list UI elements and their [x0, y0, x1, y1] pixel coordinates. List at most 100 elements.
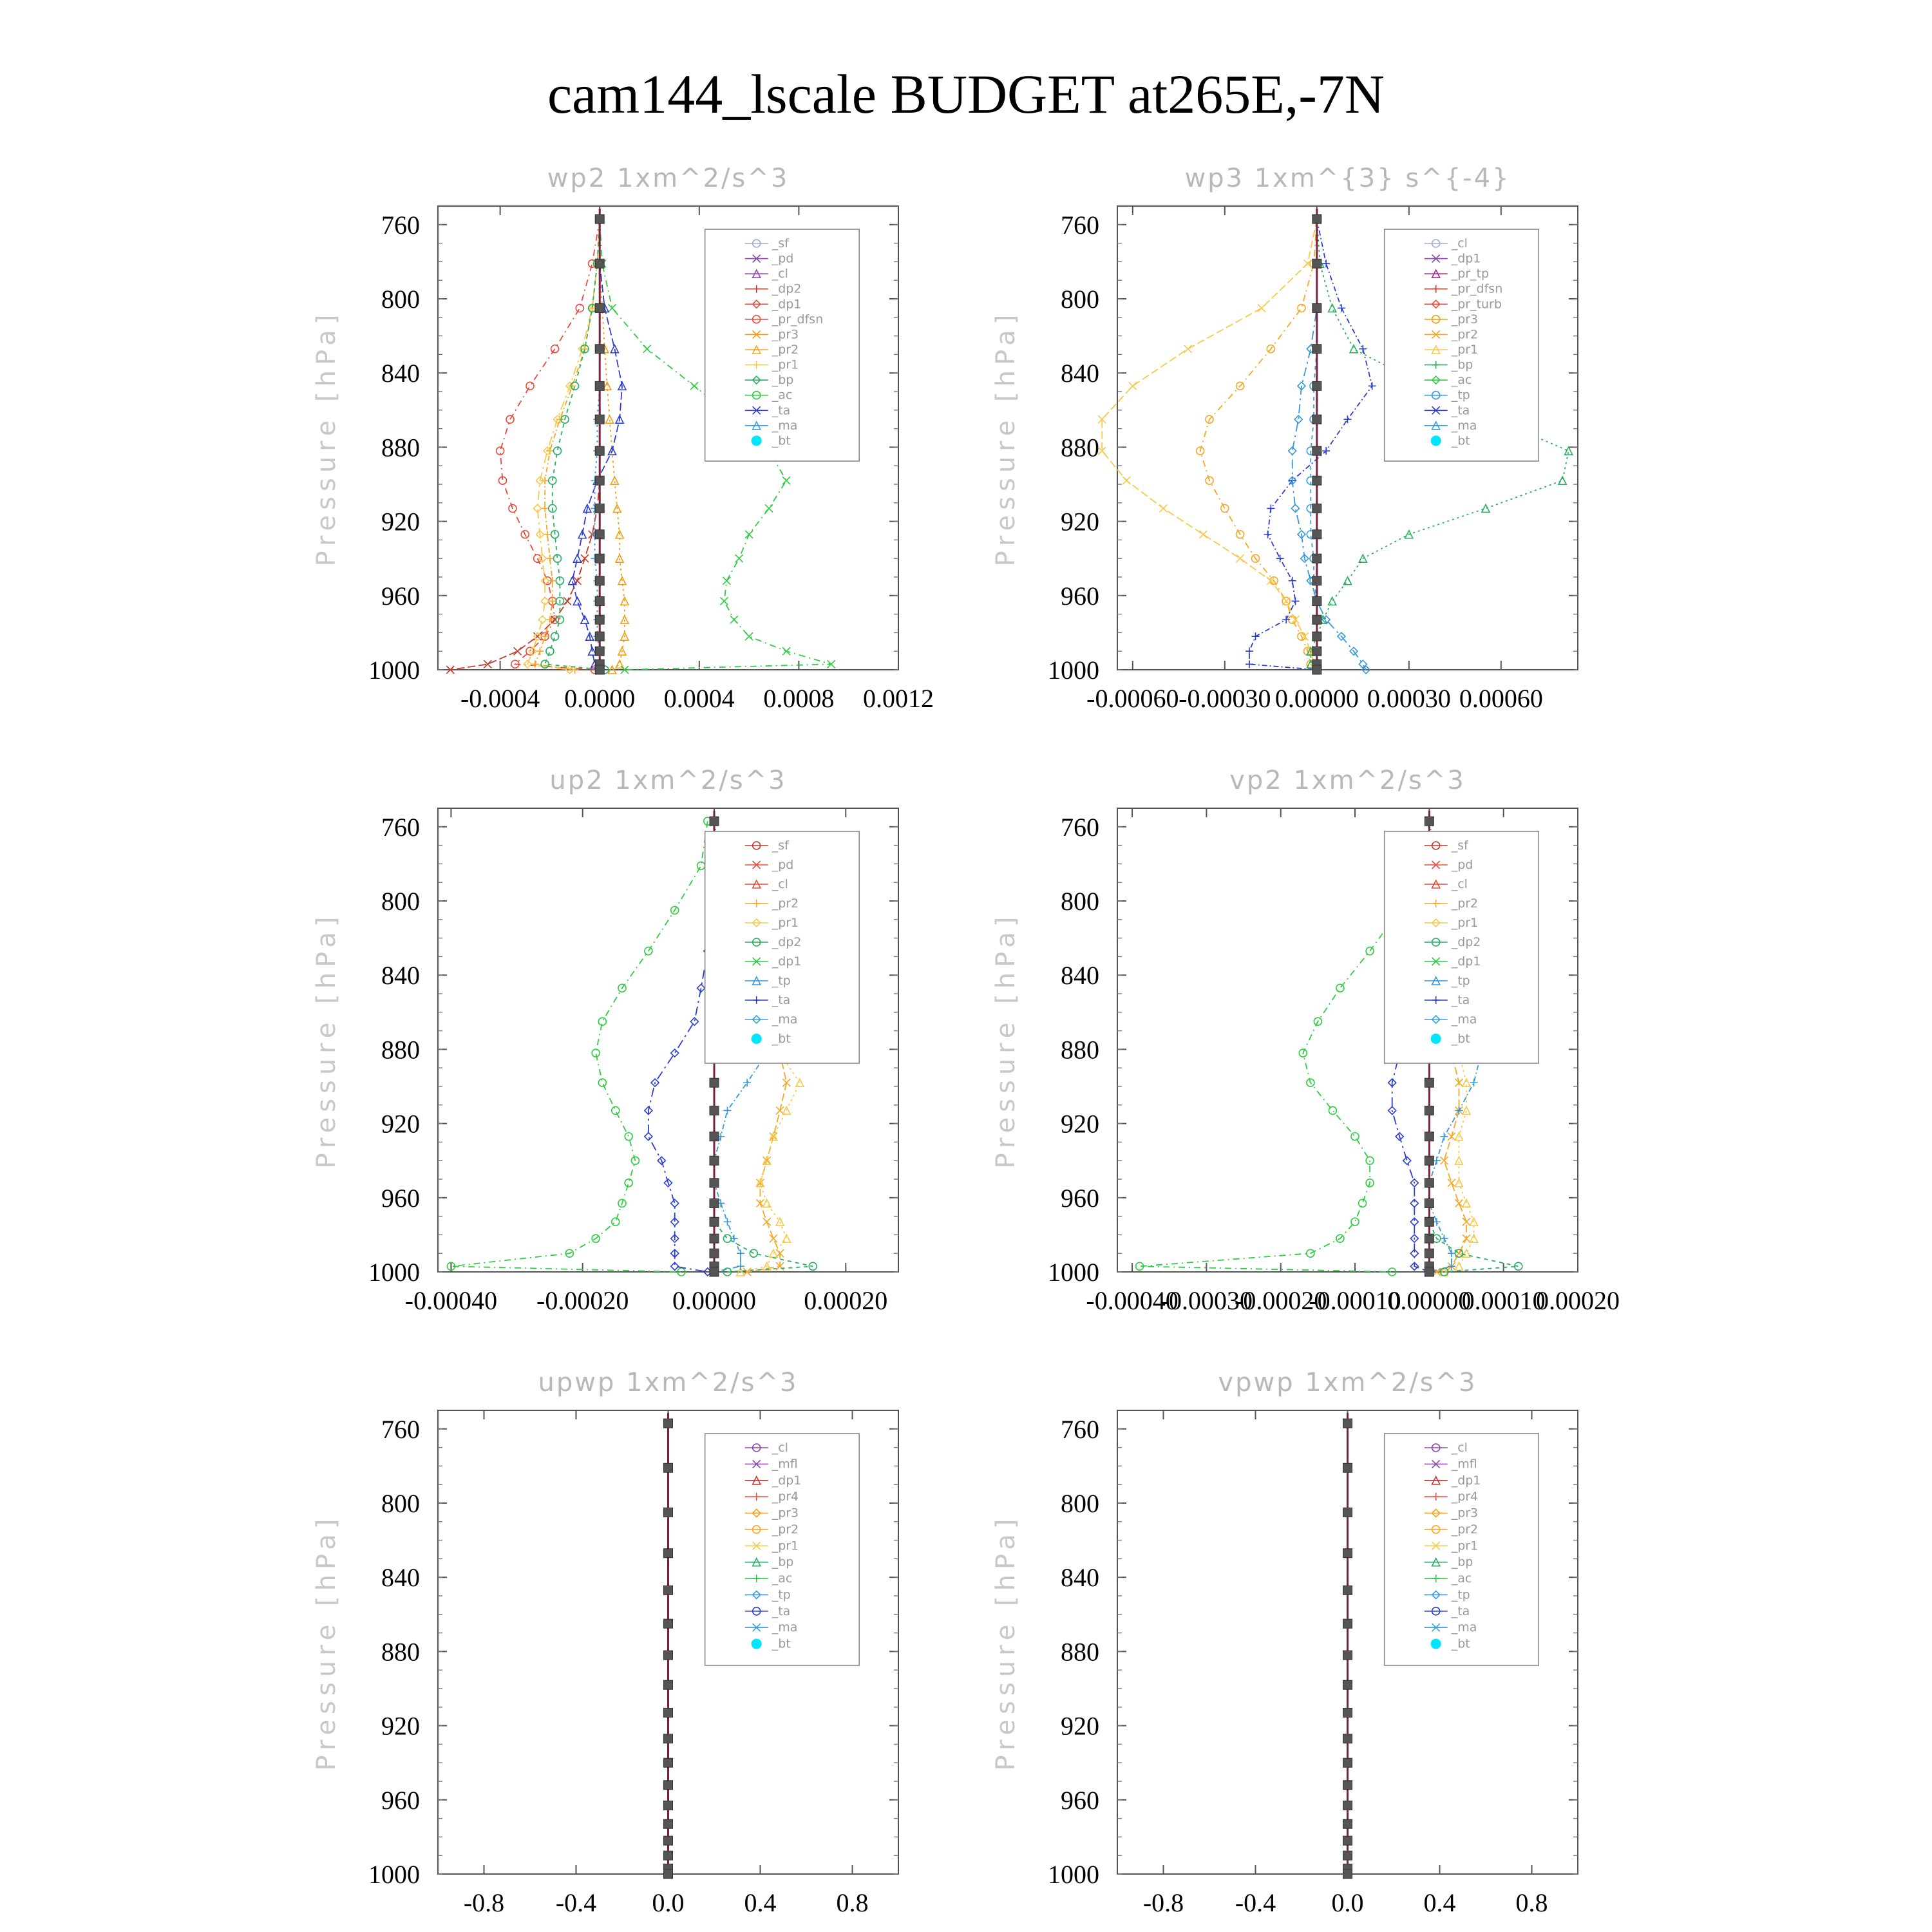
legend-marker — [1431, 879, 1441, 889]
legend-entry: _mfl — [1424, 1457, 1477, 1471]
bt-point — [1343, 1585, 1352, 1595]
legend-entry: _ac — [1424, 373, 1472, 387]
legend-marker — [752, 900, 761, 907]
data-point — [769, 1234, 778, 1243]
data-point — [1220, 504, 1229, 513]
data-point — [1266, 344, 1276, 354]
bt-point — [1424, 1155, 1434, 1166]
legend-label: _ac — [772, 1571, 793, 1586]
legend-label: _pr2 — [1451, 327, 1478, 341]
legend-marker — [752, 345, 761, 354]
data-point — [755, 1177, 765, 1188]
legend-marker — [1431, 1508, 1441, 1518]
legend-entry: _pd — [1424, 858, 1473, 872]
x-tick-label: -0.0004 — [460, 684, 540, 713]
legend: _sf_pd_cl_dp2_dp1_pr_dfsn_pr3 _pr2_pr1_bp… — [704, 229, 860, 462]
data-point — [1251, 554, 1260, 564]
data-point — [1306, 1078, 1315, 1088]
bt-point — [709, 1077, 719, 1088]
data-point — [1395, 1132, 1405, 1141]
y-tick-label: 960 — [381, 1184, 420, 1213]
legend-label: _ma — [772, 1620, 798, 1634]
bt-point — [663, 1780, 673, 1790]
data-point — [735, 554, 744, 563]
series-bt — [663, 1413, 673, 1879]
figure-title: cam144_lscale BUDGET at265E,-7N — [547, 63, 1385, 125]
bt-point — [709, 816, 719, 826]
data-point — [541, 477, 549, 485]
data-point — [722, 576, 731, 585]
data-point — [719, 596, 729, 606]
data-point — [617, 575, 627, 585]
bt-point — [594, 665, 605, 675]
data-point — [585, 631, 595, 641]
legend-marker — [752, 918, 761, 928]
data-point — [527, 647, 537, 656]
data-point — [620, 596, 630, 606]
bt-point — [1343, 1650, 1352, 1660]
bt-point — [594, 646, 605, 656]
legend-marker — [752, 1590, 761, 1600]
legend-marker — [752, 1607, 761, 1616]
bt-point — [1343, 1850, 1352, 1861]
legend: _sf _pd _cl _pr2 _pr1 _dp2 _dp1 _tp _ta _ma _bt — [704, 831, 860, 1064]
bt-point — [663, 1850, 673, 1861]
data-point — [1447, 1249, 1455, 1258]
legend-marker — [752, 390, 761, 400]
data-point — [607, 665, 617, 674]
data-point — [1440, 1132, 1448, 1141]
legend-entry: _ac — [744, 388, 792, 402]
data-point — [533, 554, 542, 564]
legend-box — [1383, 831, 1540, 1064]
series-bp — [540, 214, 609, 674]
bt-point — [1312, 553, 1322, 564]
legend-label: _pd — [772, 252, 794, 266]
legend-entry: _mfl — [744, 1457, 798, 1471]
data-point — [1337, 304, 1345, 312]
bt-point — [663, 1835, 673, 1846]
data-point — [1358, 1198, 1367, 1208]
legend-label: _pr2 — [772, 343, 799, 357]
legend-entry: _pr2 — [744, 1522, 799, 1537]
data-point — [1454, 1078, 1464, 1087]
legend-entry: _bp — [1424, 1555, 1473, 1569]
legend-label: _pd — [772, 858, 794, 872]
series-line-ta — [647, 821, 715, 1273]
legend-label: _ma — [772, 1012, 798, 1027]
legend-label: _bt — [1451, 433, 1470, 448]
data-point — [1350, 1217, 1359, 1227]
legend-label: _bp — [1451, 358, 1473, 372]
data-point — [1481, 503, 1491, 513]
legend-marker — [1432, 1575, 1440, 1583]
data-point — [1205, 415, 1214, 424]
legend-box — [704, 1433, 860, 1666]
data-point — [1097, 415, 1106, 424]
data-point — [743, 1267, 752, 1276]
data-point — [548, 576, 556, 585]
legend-label: _ta — [772, 403, 791, 417]
legend-marker — [1431, 315, 1441, 324]
data-point — [1410, 1234, 1419, 1244]
x-tick-label: -0.8 — [1143, 1888, 1184, 1917]
panel-title: vpwp 1xm^2/s^3 — [1218, 1368, 1477, 1397]
x-tick-label: -0.00060 — [1086, 684, 1179, 713]
series-ta — [567, 214, 627, 674]
bt-point — [663, 1548, 673, 1558]
x-tick-label: -0.8 — [464, 1888, 504, 1917]
legend-label: _pr3 — [1451, 1506, 1478, 1520]
bt-point — [709, 1198, 719, 1208]
legend-entry: _cl — [1424, 1441, 1468, 1455]
data-point — [1128, 381, 1137, 390]
data-point — [768, 1131, 779, 1141]
data-point — [1402, 1156, 1412, 1166]
data-point — [1205, 476, 1214, 486]
data-point — [1327, 596, 1337, 606]
data-point — [614, 529, 625, 539]
data-point — [513, 647, 522, 656]
data-point — [555, 576, 565, 585]
legend-entry: _ta — [1424, 993, 1470, 1007]
legend-label: _cl — [1451, 1441, 1468, 1455]
legend-marker — [1432, 1623, 1441, 1632]
y-tick-label: 800 — [1061, 1489, 1099, 1518]
bt-point — [663, 1463, 673, 1473]
